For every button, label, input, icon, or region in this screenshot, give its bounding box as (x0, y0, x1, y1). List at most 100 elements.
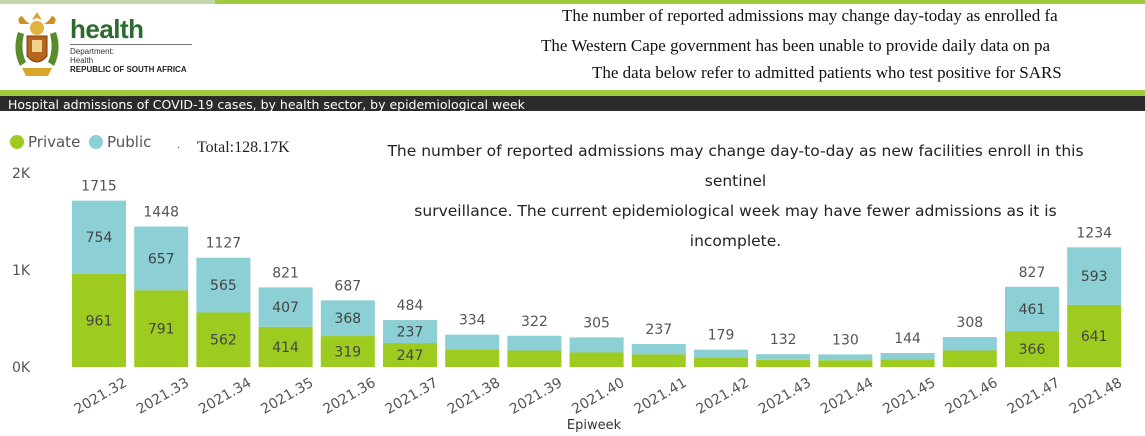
x-tick-label: 2021.45 (880, 375, 938, 418)
bar-public (818, 354, 873, 361)
bar-private (134, 290, 189, 367)
x-tick-label: 2021.36 (320, 375, 378, 418)
annotation-line-2: surveillance. The current epidemiologica… (414, 202, 1057, 250)
bar-private (942, 350, 997, 367)
top-accent-line-right (215, 0, 1145, 4)
logo-line-health: Health (70, 56, 94, 65)
bar-public (694, 349, 748, 358)
bar-public (756, 354, 811, 360)
logo-wordmark: health (70, 14, 144, 44)
bar-private (631, 354, 686, 367)
data-label-private: 961 (86, 313, 113, 329)
bar-private (320, 336, 375, 367)
bar-private (507, 350, 562, 367)
data-label-total: 821 (272, 265, 299, 281)
data-label-public: 754 (86, 230, 113, 246)
bar-private (569, 352, 624, 367)
data-label-total: 308 (956, 315, 983, 331)
total-card: Total:128.17K (197, 139, 290, 156)
data-label-total: 130 (832, 332, 859, 348)
y-tick-label: 0K (12, 360, 31, 376)
x-tick-label: 2021.39 (507, 375, 565, 418)
bar-private (72, 273, 126, 367)
data-label-private: 414 (272, 340, 299, 356)
data-label-total: 1448 (143, 205, 179, 221)
annotation-text: The number of reported admissions may ch… (368, 136, 1103, 256)
x-tick-label: 2021.34 (196, 375, 254, 418)
x-tick-label: 2021.37 (383, 375, 441, 418)
section-divider (0, 90, 1145, 96)
bar-public (134, 226, 189, 291)
data-label-private: 641 (1081, 329, 1108, 345)
data-label-total: 484 (397, 298, 424, 314)
x-tick-label: 2021.35 (258, 375, 316, 418)
total-bullet: · (177, 143, 181, 154)
legend-label-public: Public (107, 133, 152, 151)
data-label-private: 366 (1019, 342, 1046, 358)
data-label-private: 247 (397, 348, 424, 364)
bar-private (880, 359, 935, 367)
logo-divider (70, 44, 192, 45)
bar-public (383, 320, 437, 344)
bar-private (258, 326, 313, 367)
data-label-total: 1127 (206, 236, 242, 252)
bar-public (631, 344, 686, 355)
logo-line-department: Department: (70, 47, 115, 56)
data-label-total: 322 (521, 314, 548, 330)
bar-private (756, 359, 811, 367)
bar-public (445, 334, 500, 350)
data-label-private: 562 (210, 333, 237, 349)
bar-public (507, 335, 562, 351)
x-tick-label: 2021.47 (1005, 375, 1063, 418)
x-tick-label: 2021.48 (1067, 375, 1125, 418)
x-axis-title: Epiweek (567, 418, 622, 433)
visual-title: Hospital admissions of COVID-19 cases, b… (8, 97, 525, 111)
health-department-logo: health Department: Health REPUBLIC OF SO… (12, 10, 202, 82)
y-tick-label: 1K (12, 263, 31, 279)
data-label-total: 237 (645, 322, 672, 338)
legend-label-private: Private (28, 133, 81, 151)
y-tick-label: 2K (12, 166, 31, 182)
data-label-public: 461 (1019, 302, 1046, 318)
visual-title-bar: Hospital admissions of COVID-19 cases, b… (0, 96, 1145, 111)
bar-public (320, 300, 375, 337)
data-label-public: 593 (1081, 269, 1108, 285)
data-label-total: 1715 (81, 179, 117, 195)
x-tick-label: 2021.43 (756, 375, 814, 418)
data-label-total: 334 (459, 313, 486, 329)
bar-private (383, 343, 437, 367)
annotation-line-1: The number of reported admissions may ch… (387, 142, 1084, 190)
data-label-total: 179 (708, 328, 735, 344)
data-label-total: 132 (770, 332, 797, 348)
bar-private (694, 357, 748, 367)
x-tick-label: 2021.33 (134, 375, 192, 418)
data-label-total: 305 (583, 315, 610, 331)
legend-swatch-public (89, 135, 103, 149)
data-label-public: 657 (148, 251, 175, 267)
x-tick-label: 2021.42 (694, 375, 752, 418)
bar-public (1067, 247, 1122, 305)
x-tick-label: 2021.32 (72, 375, 130, 418)
legend-item-public[interactable]: Public (89, 133, 151, 151)
legend-item-private[interactable]: Private (10, 133, 80, 151)
bar-private (445, 349, 500, 367)
data-label-public: 407 (272, 300, 299, 316)
x-tick-label: 2021.46 (942, 375, 1000, 418)
bar-private (196, 312, 251, 367)
bar-private (818, 360, 873, 367)
x-tick-label: 2021.41 (631, 375, 689, 418)
data-label-public: 237 (397, 325, 424, 341)
data-label-public: 368 (334, 311, 361, 327)
top-accent-line-left (0, 0, 215, 4)
bar-public (942, 337, 997, 351)
data-label-private: 319 (334, 345, 361, 361)
data-label-total: 827 (1019, 265, 1046, 281)
coat-of-arms-icon (15, 12, 59, 76)
bar-private (1067, 304, 1122, 367)
data-label-total: 144 (894, 331, 921, 347)
bar-public (196, 257, 251, 313)
data-label-total: 1234 (1076, 225, 1112, 241)
x-tick-label: 2021.44 (818, 375, 876, 418)
data-label-private: 791 (148, 322, 175, 338)
